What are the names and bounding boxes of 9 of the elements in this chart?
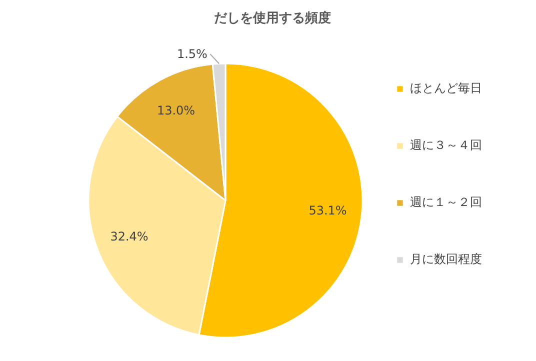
data-label: 13.0% bbox=[156, 103, 196, 118]
data-label: 32.4% bbox=[110, 230, 148, 244]
legend-label: 月に数回程度 bbox=[410, 250, 482, 268]
data-label: 1.5% bbox=[176, 47, 208, 62]
data-label: 53.1% bbox=[308, 203, 347, 218]
legend-label: 週に３～４回 bbox=[410, 136, 482, 154]
chart-title: だしを使用する頻度 bbox=[214, 10, 331, 26]
legend-label: ほとんど毎日 bbox=[410, 80, 482, 96]
legend-label: 週に１～２回 bbox=[410, 194, 482, 210]
